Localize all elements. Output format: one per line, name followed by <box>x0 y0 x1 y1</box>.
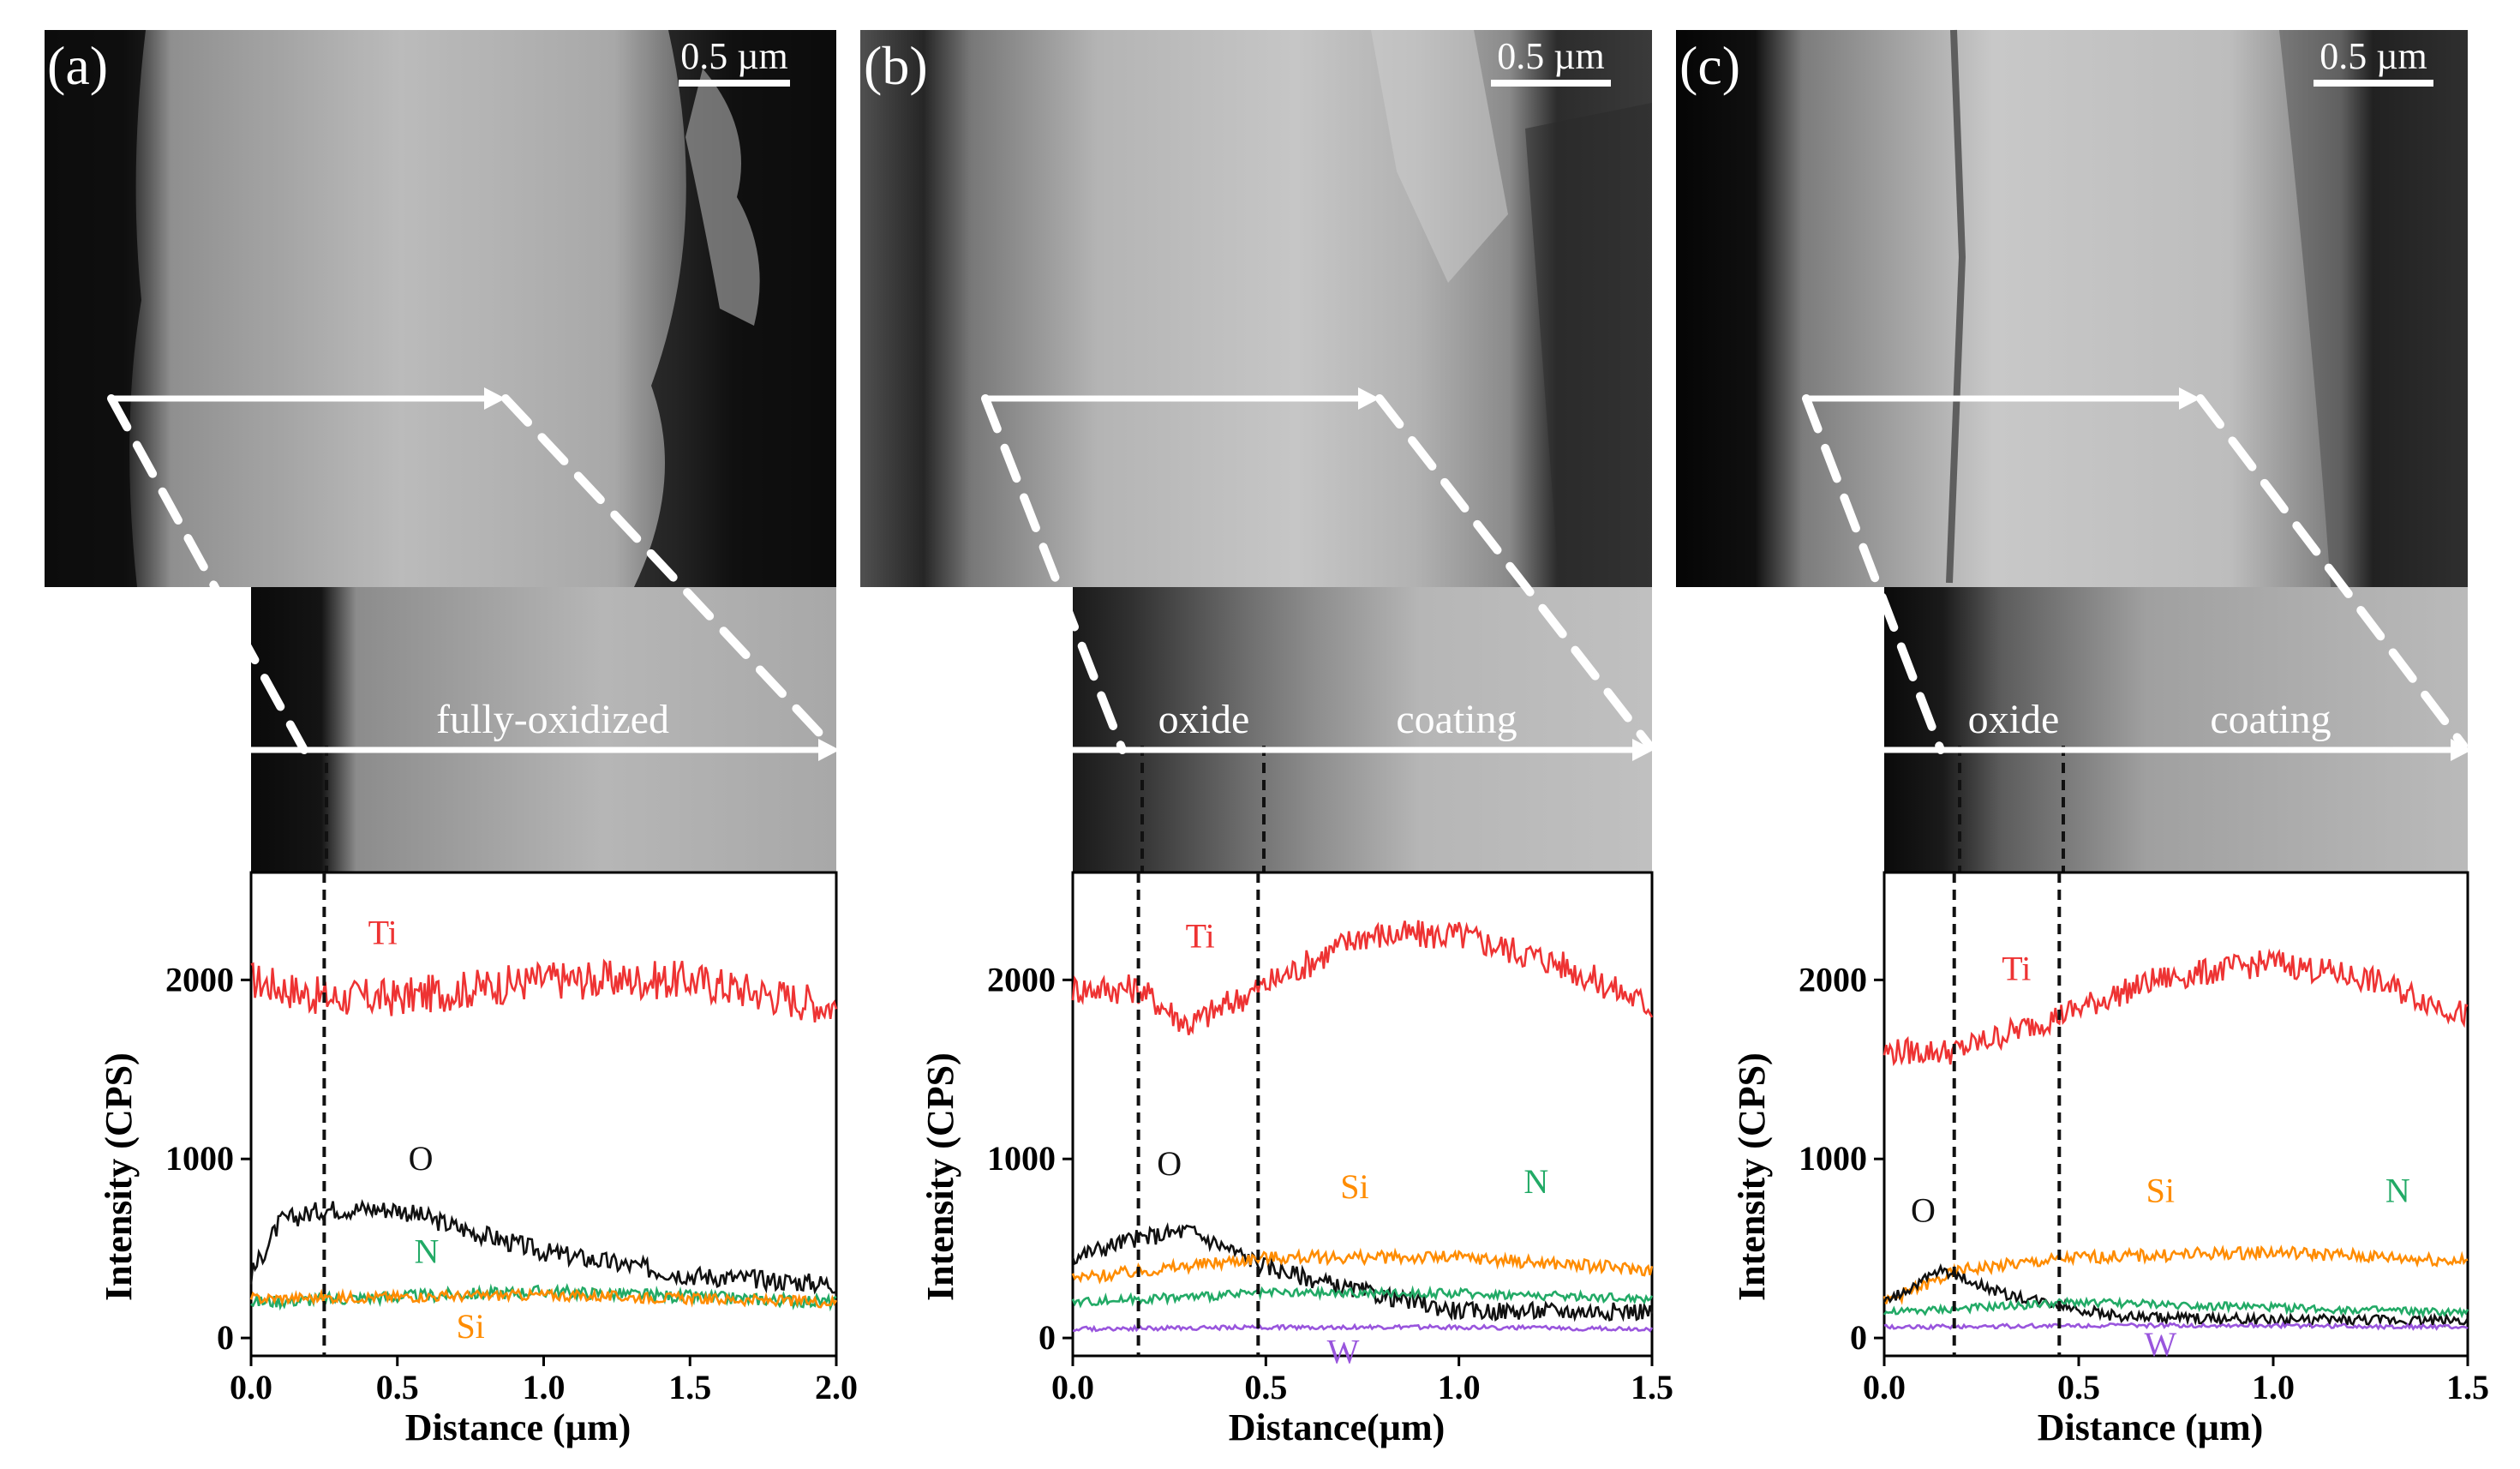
x-tick-label: 0.5 <box>376 1368 419 1406</box>
y-tick-label: 2000 <box>987 960 1056 998</box>
series-line-n <box>1071 1285 1654 1309</box>
series-label-ti: Ti <box>368 914 398 952</box>
x-tick-label: 1.0 <box>1438 1368 1481 1406</box>
line-scan-arrows <box>107 387 2472 761</box>
plot-area <box>1883 871 2469 1358</box>
x-axis-label: Distance (µm) <box>2038 1406 2264 1448</box>
y-tick-label: 2000 <box>165 960 234 998</box>
zone-label-oxide: oxide <box>1158 697 1250 742</box>
panel-label-a: (a) <box>47 35 108 96</box>
series-line-n <box>1883 1296 2469 1319</box>
x-tick-label: 1.5 <box>668 1368 711 1406</box>
series-line-o <box>249 1198 837 1295</box>
series-line-w <box>1072 1322 1654 1334</box>
y-axis-label: Intensity (CPS) <box>98 1052 140 1301</box>
sem-zoom-b <box>1073 587 1652 872</box>
sem-image-b <box>860 30 1652 587</box>
series-line-o <box>1883 1262 2469 1328</box>
y-tick-label: 0 <box>1850 1318 1867 1357</box>
x-tick-label: 0.0 <box>1863 1368 1906 1406</box>
series-label-n: N <box>1523 1162 1548 1201</box>
scale-bar-label: 0.5 µm <box>1497 35 1605 77</box>
scale-bar-a: 0.5 µm <box>679 35 790 87</box>
zone-label-coating: coating <box>1396 697 1517 742</box>
plot-area <box>1071 871 1654 1358</box>
x-tick-label: 1.0 <box>2252 1368 2295 1406</box>
scale-bar-c: 0.5 µm <box>2313 35 2433 87</box>
y-tick-label: 1000 <box>165 1139 234 1178</box>
scale-bar-b: 0.5 µm <box>1491 35 1611 87</box>
zone-label-fully-oxidized: fully-oxidized <box>436 697 669 742</box>
line-profile-chart-a: 0.0 0.5 1.0 1.5 2.0 0 1000 2000 Distance (µm) Int… <box>98 871 858 1448</box>
series-line-si <box>1883 1244 2469 1305</box>
plot-area <box>249 871 838 1358</box>
y-tick-label: 2000 <box>1799 960 1867 998</box>
series-label-si: Si <box>1340 1167 1368 1206</box>
series-line-ti <box>250 958 838 1023</box>
series-label-o: O <box>1911 1190 1936 1229</box>
x-axis-label: Distance (µm) <box>405 1406 631 1448</box>
panel-label-b: (b) <box>864 35 928 96</box>
panel-label-c: (c) <box>1679 35 1740 96</box>
series-line-o <box>1071 1222 1654 1322</box>
y-tick-label: 1000 <box>987 1139 1056 1178</box>
series-line-ti <box>1071 920 1654 1035</box>
series-line-si <box>249 1287 838 1309</box>
series-label-ti: Ti <box>1186 917 1215 956</box>
x-tick-label: 2.0 <box>815 1368 858 1406</box>
series-label-o: O <box>409 1139 434 1178</box>
scale-bar-label: 0.5 µm <box>2319 35 2427 77</box>
series-label-n: N <box>414 1232 439 1270</box>
y-tick-label: 0 <box>217 1318 234 1357</box>
x-tick-label: 0.0 <box>1051 1368 1094 1406</box>
line-profile-chart-c: 0.0 0.5 1.0 1.5 0 1000 2000 Distance (µm) Intens… <box>1731 871 2489 1448</box>
series-label-n: N <box>2385 1171 2410 1209</box>
zone-label-coating: coating <box>2210 697 2331 742</box>
x-tick-label: 0.5 <box>1244 1368 1287 1406</box>
series-label-o: O <box>1157 1144 1182 1183</box>
x-tick-label: 1.0 <box>523 1368 566 1406</box>
sem-zoom-a <box>251 587 836 872</box>
zoom-boundary-lines <box>325 746 2065 872</box>
x-tick-label: 0.0 <box>230 1368 272 1406</box>
series-line-ti <box>1883 948 2469 1067</box>
scale-bar-label: 0.5 µm <box>680 35 788 77</box>
series-label-w: W <box>1327 1332 1360 1370</box>
y-tick-label: 0 <box>1039 1318 1056 1357</box>
line-profile-chart-b: 0.0 0.5 1.0 1.5 0 1000 2000 Distance(µm) Intensi… <box>919 871 1673 1448</box>
series-label-si: Si <box>456 1307 484 1346</box>
x-tick-label: 1.5 <box>1631 1368 1673 1406</box>
series-label-ti: Ti <box>2002 949 2031 987</box>
series-line-w <box>1883 1321 2469 1331</box>
series-line-si <box>1071 1247 1654 1285</box>
zone-label-oxide: oxide <box>1968 697 2060 742</box>
y-axis-label: Intensity (CPS) <box>1731 1052 1773 1301</box>
series-label-si: Si <box>2146 1171 2175 1209</box>
series-label-w: W <box>2144 1325 2176 1364</box>
x-axis-label: Distance(µm) <box>1229 1406 1446 1448</box>
x-tick-label: 0.5 <box>2057 1368 2100 1406</box>
y-axis-label: Intensity (CPS) <box>919 1052 961 1301</box>
sem-image-a <box>45 30 836 587</box>
y-tick-label: 1000 <box>1799 1139 1867 1178</box>
sem-zoom-c <box>1884 587 2468 872</box>
x-tick-label: 1.5 <box>2446 1368 2489 1406</box>
sem-image-c <box>1676 29 2468 587</box>
